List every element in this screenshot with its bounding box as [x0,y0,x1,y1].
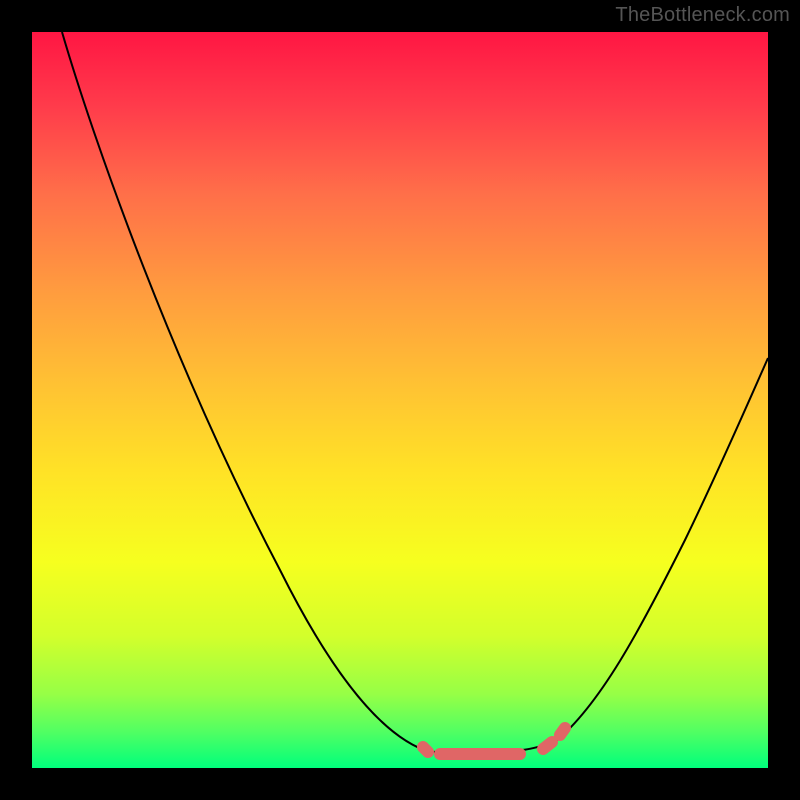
highlight-segment [543,742,552,749]
watermark-text: TheBottleneck.com [615,4,790,27]
highlight-segment [423,747,428,752]
plot-area [0,0,800,800]
gradient-background [32,32,768,768]
plot-svg [0,0,800,800]
highlight-segment [560,728,565,735]
chart-frame: TheBottleneck.com [0,0,800,800]
